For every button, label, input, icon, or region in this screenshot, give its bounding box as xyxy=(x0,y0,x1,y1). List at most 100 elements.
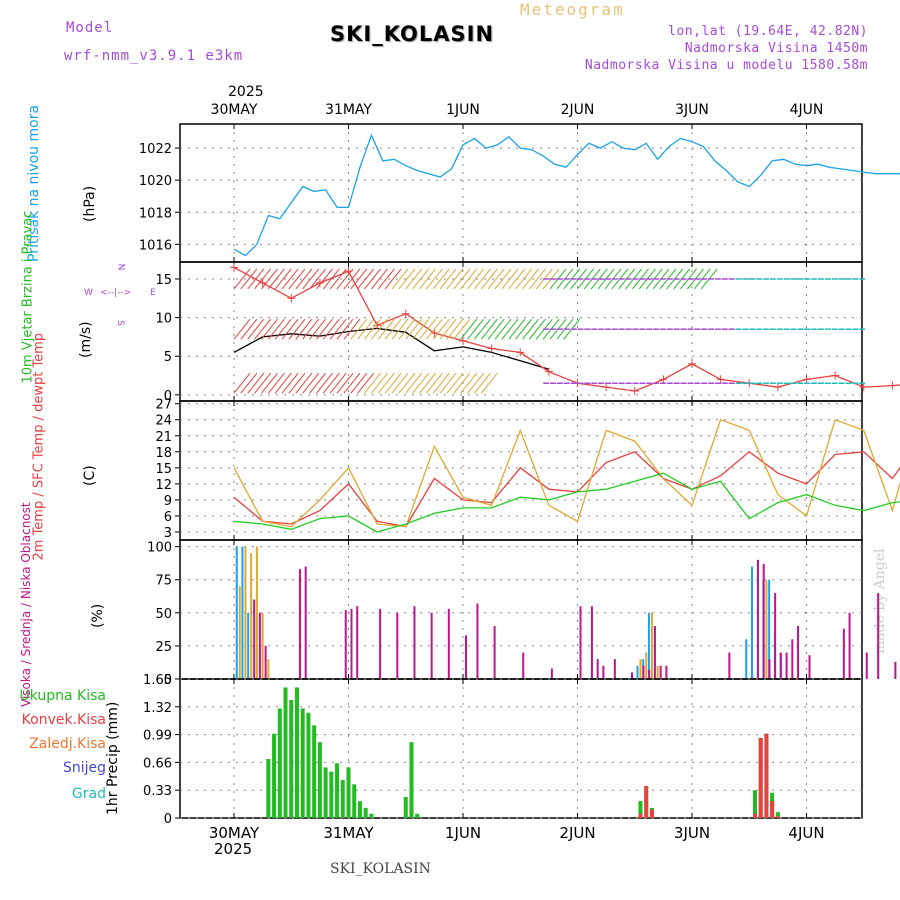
wind-barb xyxy=(487,318,505,340)
wind-barb xyxy=(446,318,464,340)
wind-barb xyxy=(295,372,313,394)
bar-ukupna-kisa xyxy=(352,784,357,818)
bar-niska xyxy=(264,645,267,679)
wind-barb xyxy=(302,372,320,394)
panel-frame-4 xyxy=(179,678,863,819)
gust-marker xyxy=(230,263,238,272)
bar-niska xyxy=(430,612,433,679)
wind-compass: W E N S <--|--> xyxy=(84,263,156,326)
y-tick-label: 12 xyxy=(155,478,172,493)
date-label-bottom: 2JUN xyxy=(559,824,595,842)
bar-visoka xyxy=(235,546,238,679)
legend-snow: Snijeg xyxy=(62,760,106,776)
wind-barb xyxy=(274,318,292,340)
y-tick-label: 0 xyxy=(164,812,172,827)
wind-barb xyxy=(460,372,478,394)
bar-niska xyxy=(653,626,656,679)
wind-barb xyxy=(439,318,457,340)
wind-barb xyxy=(405,372,423,394)
bar-ukupna-kisa xyxy=(312,725,317,818)
date-label-bottom: 30MAY xyxy=(209,824,260,842)
wind-barb xyxy=(240,372,258,394)
wind-barb xyxy=(364,372,381,394)
bar-srednja xyxy=(255,546,258,679)
bar-niska xyxy=(613,659,616,679)
model-altitude: Nadmorska Visina u modelu 1580.58m xyxy=(584,58,868,73)
gust-marker xyxy=(688,359,696,368)
wind-barb xyxy=(419,268,436,290)
wind-barb xyxy=(377,372,395,394)
wind-barb xyxy=(343,318,361,340)
bar-niska xyxy=(848,612,851,679)
wind-barb xyxy=(357,268,375,290)
legend-convective: Konvek.Kisa xyxy=(21,712,106,728)
bar-ukupna-kisa xyxy=(300,708,305,818)
wind-barb xyxy=(439,268,457,290)
bar-ukupna-kisa xyxy=(306,712,311,818)
wind-barb xyxy=(343,372,361,394)
bar-niska xyxy=(590,606,593,679)
wind-barb xyxy=(336,318,354,340)
bar-konvek-kisa xyxy=(764,733,769,818)
y-tick-label: 0.33 xyxy=(143,784,172,799)
wind-barb xyxy=(522,318,539,340)
bar-niska xyxy=(413,606,416,679)
bar-ukupna-kisa xyxy=(329,771,334,818)
wind-barb xyxy=(357,318,375,340)
wind-barb xyxy=(453,268,471,290)
bar-ukupna-kisa xyxy=(266,759,271,818)
wind-barb xyxy=(412,372,430,394)
bar-niska xyxy=(762,563,765,679)
bar-srednja xyxy=(765,579,768,679)
wind-barb xyxy=(453,372,471,394)
wind-barb xyxy=(446,268,464,290)
wind-barb xyxy=(247,268,265,290)
gust-marker xyxy=(773,383,782,392)
y-tick-label: 1022 xyxy=(139,142,172,157)
wind-barb xyxy=(398,372,416,394)
model-name: wrf-nmm_v3.9.1 e3km xyxy=(64,48,244,64)
wind-barb xyxy=(529,268,546,290)
wind-barb xyxy=(281,372,299,394)
y-tick-label: 6 xyxy=(164,510,172,525)
bar-visoka xyxy=(241,546,244,679)
series-wind-speed xyxy=(233,327,550,370)
wind-barb xyxy=(274,268,292,290)
bar-ukupna-kisa xyxy=(752,790,757,818)
bar-niska xyxy=(298,569,301,679)
bar-ukupna-kisa xyxy=(369,813,374,818)
bar-niska xyxy=(465,635,467,679)
wind-barb xyxy=(288,372,306,394)
wind-barb xyxy=(322,268,340,290)
gust-marker xyxy=(602,383,611,392)
bar-niska xyxy=(253,599,256,679)
bar-niska xyxy=(356,606,359,679)
y-tick-label: 5 xyxy=(164,350,172,365)
wind-barb xyxy=(350,318,368,340)
wind-barb xyxy=(453,318,471,340)
bar-ukupna-kisa xyxy=(357,801,362,818)
y-tick-label: 24 xyxy=(155,414,172,429)
y-tick-label: 0.66 xyxy=(143,756,172,771)
wind-barb xyxy=(405,268,423,290)
y-tick-label: 1.32 xyxy=(143,701,172,716)
bar-niska xyxy=(808,655,811,679)
bar-niska xyxy=(476,603,479,679)
wind-barb xyxy=(281,318,299,340)
bar-niska xyxy=(631,672,634,679)
bar-niska xyxy=(258,612,261,679)
wind-barb xyxy=(371,372,388,394)
gust-marker xyxy=(831,371,840,380)
wind-barb xyxy=(329,372,347,394)
bar-niska xyxy=(602,665,605,679)
bar-visoka xyxy=(750,566,753,679)
gust-marker xyxy=(802,375,811,384)
wind-barb xyxy=(371,268,388,290)
bar-niska xyxy=(579,606,582,679)
wind-barb xyxy=(515,268,533,290)
wind-barb xyxy=(233,372,251,394)
wind-barb xyxy=(261,318,278,340)
bar-niska xyxy=(344,610,347,679)
bar-srednja xyxy=(645,652,648,679)
